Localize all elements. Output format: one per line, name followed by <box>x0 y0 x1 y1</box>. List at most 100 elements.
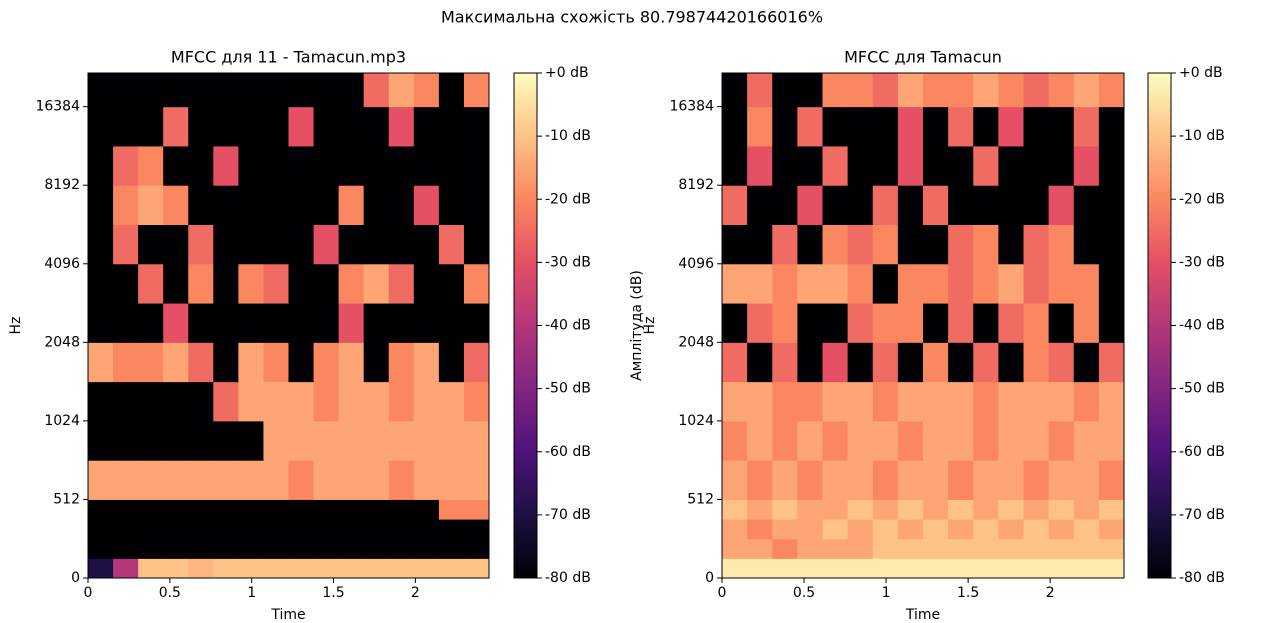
heatmap-cell <box>948 420 974 461</box>
heatmap-cell <box>847 106 874 147</box>
heatmap-cell <box>188 145 214 186</box>
y-tick-label: 1024 <box>44 413 80 429</box>
heatmap-cell <box>847 185 874 225</box>
heatmap-cell <box>772 558 798 579</box>
heatmap-cell <box>388 303 415 343</box>
heatmap-cell <box>138 420 164 461</box>
heatmap-cell <box>1023 538 1050 559</box>
heatmap-cell <box>722 224 748 265</box>
heatmap-cell <box>1023 224 1050 265</box>
heatmap-cell <box>213 263 239 304</box>
heatmap-cell <box>1073 106 1100 147</box>
heatmap-cell <box>163 303 189 343</box>
heatmap-cell <box>213 106 239 147</box>
heatmap-cell <box>163 499 189 520</box>
heatmap-cell <box>973 460 999 500</box>
heatmap-cell <box>772 420 798 461</box>
heatmap-cell <box>188 381 214 422</box>
heatmap-cell <box>797 263 823 304</box>
heatmap-cell <box>413 263 440 304</box>
heatmap-cell <box>1048 342 1075 383</box>
heatmap-cell <box>772 342 798 383</box>
heatmap-cell <box>363 420 390 461</box>
heatmap-cell <box>923 185 949 225</box>
heatmap-cell <box>463 460 490 500</box>
y-tick-label: 8192 <box>44 177 80 193</box>
heatmap-cell <box>338 558 365 579</box>
heatmap-cell <box>163 460 189 500</box>
heatmap-cell <box>313 106 340 147</box>
heatmap-cell <box>163 73 189 108</box>
heatmap-cell <box>847 342 874 383</box>
heatmap-cell <box>363 342 390 383</box>
heatmap-cell <box>338 420 365 461</box>
colorbar-tick-label: -10 dB <box>545 128 591 144</box>
heatmap-cell <box>88 558 114 579</box>
plot-frame <box>87 72 490 579</box>
heatmap-cell <box>1073 224 1100 265</box>
heatmap-cell <box>872 460 899 500</box>
x-tick-label: 0 <box>718 585 727 601</box>
heatmap-cell <box>722 558 748 579</box>
heatmap-cell <box>1098 224 1125 265</box>
heatmap-cell <box>897 303 924 343</box>
heatmap-cell <box>797 303 823 343</box>
heatmap-cell <box>998 420 1024 461</box>
heatmap-cell <box>948 460 974 500</box>
heatmap-cell <box>113 303 139 343</box>
heatmap-cell <box>998 145 1024 186</box>
heatmap-cell <box>188 519 214 540</box>
heatmap-cell <box>973 224 999 265</box>
heatmap-cell <box>822 538 849 559</box>
heatmap-cell <box>388 106 415 147</box>
heatmap-cell <box>847 460 874 500</box>
heatmap-cell <box>363 106 390 147</box>
heatmap-cell <box>113 263 139 304</box>
heatmap-cell <box>1098 73 1125 108</box>
heatmap-cell <box>113 73 139 108</box>
heatmap-cell <box>747 538 773 559</box>
heatmap-cell <box>238 106 264 147</box>
heatmap-cell <box>847 420 874 461</box>
heatmap-cell <box>1023 263 1050 304</box>
heatmap-cell <box>263 185 289 225</box>
heatmap-cell <box>88 145 114 186</box>
heatmap-cell <box>263 519 289 540</box>
heatmap-cell <box>288 145 315 186</box>
heatmap-cell <box>213 185 239 225</box>
heatmap-cell <box>998 538 1024 559</box>
heatmap-cell <box>413 145 440 186</box>
heatmap-cell <box>948 519 974 540</box>
heatmap-cell <box>822 224 849 265</box>
heatmap-cell <box>1098 460 1125 500</box>
heatmap-cell <box>722 420 748 461</box>
heatmap-cell <box>747 106 773 147</box>
heatmap-cell <box>923 499 949 520</box>
heatmap-cell <box>288 106 315 147</box>
heatmap-cell <box>973 381 999 422</box>
heatmap-cell <box>438 185 465 225</box>
heatmap-cell <box>338 106 365 147</box>
heatmap-cell <box>1023 381 1050 422</box>
heatmap-cell <box>722 106 748 147</box>
colorbar-tick-label: -10 dB <box>1179 128 1225 144</box>
heatmap-cell <box>1048 145 1075 186</box>
heatmap-cell <box>263 420 289 461</box>
heatmap-cell <box>338 538 365 559</box>
heatmap-cell <box>238 381 264 422</box>
heatmap-cell <box>288 499 315 520</box>
heatmap-cell <box>973 342 999 383</box>
heatmap-cell <box>948 538 974 559</box>
heatmap-cell <box>313 303 340 343</box>
heatmap-cell <box>822 106 849 147</box>
heatmap-cell <box>847 73 874 108</box>
x-axis-label: Time <box>270 607 305 623</box>
heatmap-cell <box>847 558 874 579</box>
heatmap-cell <box>188 106 214 147</box>
heatmap-cell <box>797 106 823 147</box>
heatmap-cell <box>923 420 949 461</box>
heatmap-cell <box>722 342 748 383</box>
heatmap-cell <box>213 303 239 343</box>
heatmap-cell <box>1023 185 1050 225</box>
heatmap-cell <box>772 185 798 225</box>
